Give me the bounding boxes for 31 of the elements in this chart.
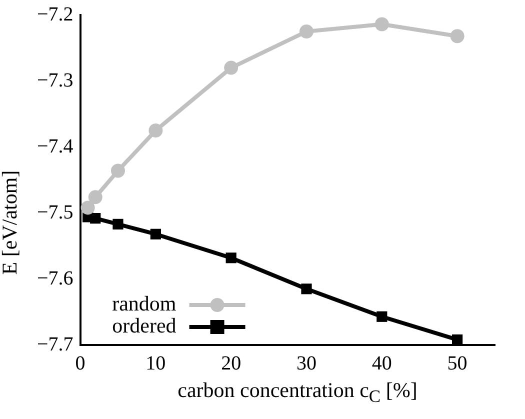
y-tick-label: −7.6 (37, 267, 74, 290)
y-tick-label: −7.3 (37, 69, 74, 92)
point (80, 200, 95, 215)
y-tick-label: −7.4 (37, 135, 74, 158)
point (452, 334, 463, 345)
legend-label: ordered (112, 314, 177, 338)
y-axis-title: E [eV/atom] (0, 169, 22, 277)
x-tick-label: 20 (221, 352, 242, 374)
x-tick-label: 10 (146, 352, 166, 374)
point (450, 29, 464, 44)
point (88, 190, 102, 204)
point (112, 218, 124, 230)
point (110, 164, 125, 178)
point (376, 311, 388, 322)
x-tick-label: 50 (447, 352, 468, 374)
x-tick-label: 40 (372, 352, 392, 374)
x-tick-label: 30 (296, 352, 316, 374)
point (90, 212, 101, 224)
point (224, 60, 238, 75)
point (226, 252, 236, 264)
legend-label: random (112, 292, 176, 316)
y-tick-label: −7.5 (37, 201, 74, 224)
x-tick-label: 0 (75, 352, 86, 374)
point (150, 228, 161, 240)
x-axis-title: carbon concentration c$_{C}$ [%] (176, 378, 418, 408)
point (148, 124, 163, 138)
point (374, 17, 389, 32)
y-tick-label: −7.7 (37, 333, 74, 356)
y-tick-label: −7.2 (37, 3, 74, 26)
point (299, 24, 314, 38)
point (301, 284, 312, 294)
